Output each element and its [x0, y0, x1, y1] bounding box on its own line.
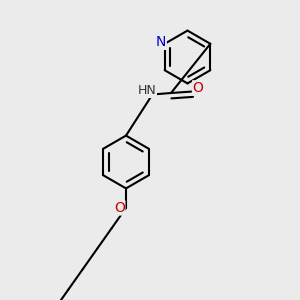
- Text: N: N: [156, 35, 166, 49]
- Text: O: O: [193, 81, 203, 95]
- Text: HN: HN: [138, 84, 156, 98]
- Text: O: O: [114, 201, 125, 215]
